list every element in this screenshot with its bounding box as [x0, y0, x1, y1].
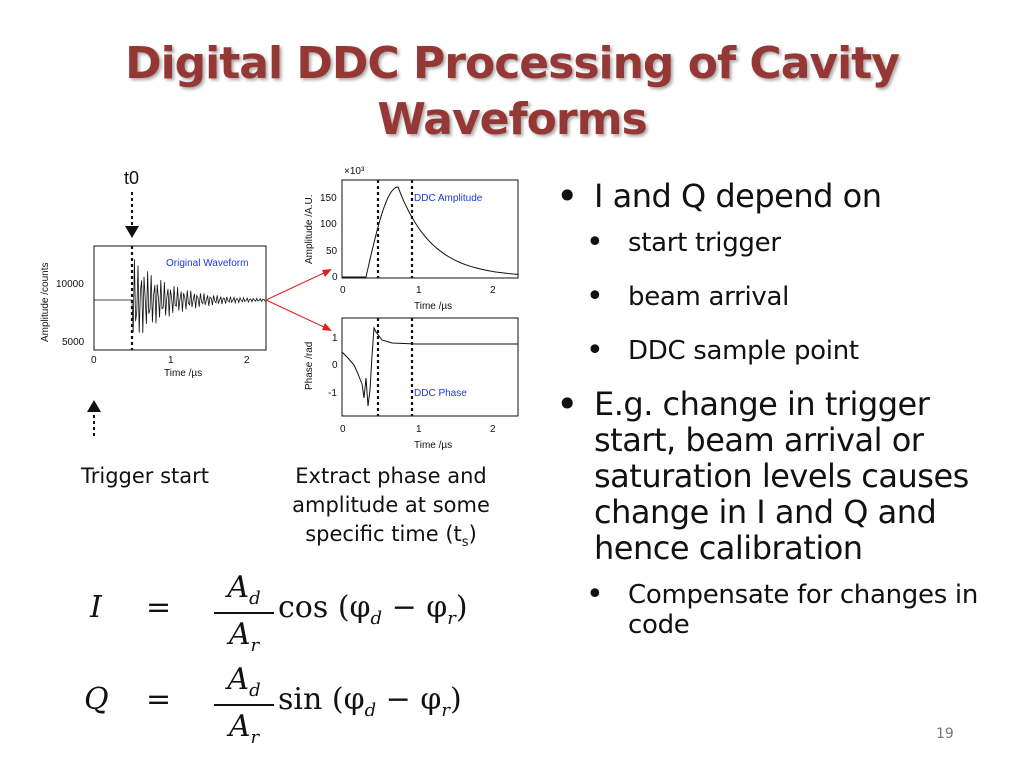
- svg-text:2: 2: [490, 424, 496, 435]
- svg-text:0: 0: [340, 424, 346, 435]
- ddc-phase-plot: DDC Phase 1 0 -1 0 1 2 Time /µs Phase /r…: [304, 317, 519, 451]
- sub-bullet-compensate: Compensate for changes in code: [556, 580, 996, 640]
- svg-text:0: 0: [91, 355, 97, 366]
- original-waveform-plot: Original Waveform 10000 5000 0 1 2 Time …: [40, 245, 267, 379]
- ddc-amplitude-plot: DDC Amplitude ×10³ 150 100 50 0 0 1 2 Ti…: [304, 166, 519, 312]
- svg-text:Time /µs: Time /µs: [414, 301, 452, 312]
- sub-bullet-beam-arrival: beam arrival: [556, 282, 996, 312]
- extract-caption: Extract phase and amplitude at some spec…: [292, 464, 490, 551]
- svg-text:10000: 10000: [56, 279, 84, 290]
- ddc-figure: t0 Original Waveform 10000 5000 0 1 2 Ti…: [40, 166, 519, 451]
- bullet-depend: I and Q depend on: [556, 178, 996, 214]
- svg-text:100: 100: [320, 219, 337, 230]
- iq-equations: I = Ad Ar cos (φd − φr) Q = Ad Ar sin (φ…: [80, 570, 500, 750]
- sub-bullet-ddc-sample: DDC sample point: [556, 336, 996, 366]
- svg-text:1: 1: [416, 285, 422, 296]
- sub-bullet-start-trigger: start trigger: [556, 228, 996, 258]
- title-line-2: Waveforms: [377, 94, 647, 145]
- t0-label: t0: [124, 168, 139, 188]
- svg-text:×10³: ×10³: [344, 166, 365, 177]
- i-equation: I = Ad Ar cos (φd − φr): [90, 570, 468, 656]
- svg-text:5000: 5000: [62, 337, 85, 348]
- svg-text:-1: -1: [328, 388, 337, 399]
- bullet-list: I and Q depend on start trigger beam arr…: [556, 178, 996, 664]
- svg-text:1: 1: [168, 355, 174, 366]
- ddc-phase-label: DDC Phase: [414, 388, 467, 399]
- svg-text:50: 50: [326, 246, 338, 257]
- svg-text:2: 2: [490, 285, 496, 296]
- svg-text:Phase /rad: Phase /rad: [304, 342, 315, 390]
- svg-text:Time /µs: Time /µs: [164, 368, 202, 379]
- svg-text:Amplitude /counts: Amplitude /counts: [40, 263, 51, 343]
- svg-text:Time /µs: Time /µs: [414, 440, 452, 451]
- trigger-caption: Trigger start: [80, 464, 209, 488]
- svg-text:2: 2: [244, 355, 250, 366]
- svg-text:150: 150: [320, 193, 337, 204]
- title-line-1: Digital DDC Processing of Cavity: [125, 38, 900, 89]
- svg-text:0: 0: [340, 285, 346, 296]
- bullet-example: E.g. change in trigger start, beam arriv…: [556, 386, 996, 566]
- svg-text:1: 1: [416, 424, 422, 435]
- svg-text:0: 0: [332, 272, 338, 283]
- slide-title: Digital DDC Processing of Cavity Wavefor…: [0, 36, 1024, 148]
- page-number: 19: [936, 726, 954, 742]
- svg-text:0: 0: [332, 360, 338, 371]
- svg-text:Amplitude /A.U.: Amplitude /A.U.: [304, 195, 315, 264]
- svg-text:1: 1: [332, 333, 338, 344]
- original-waveform-label: Original Waveform: [166, 258, 248, 269]
- q-equation: Q = Ad Ar sin (φd − φr): [84, 662, 462, 748]
- ddc-amplitude-label: DDC Amplitude: [414, 193, 483, 204]
